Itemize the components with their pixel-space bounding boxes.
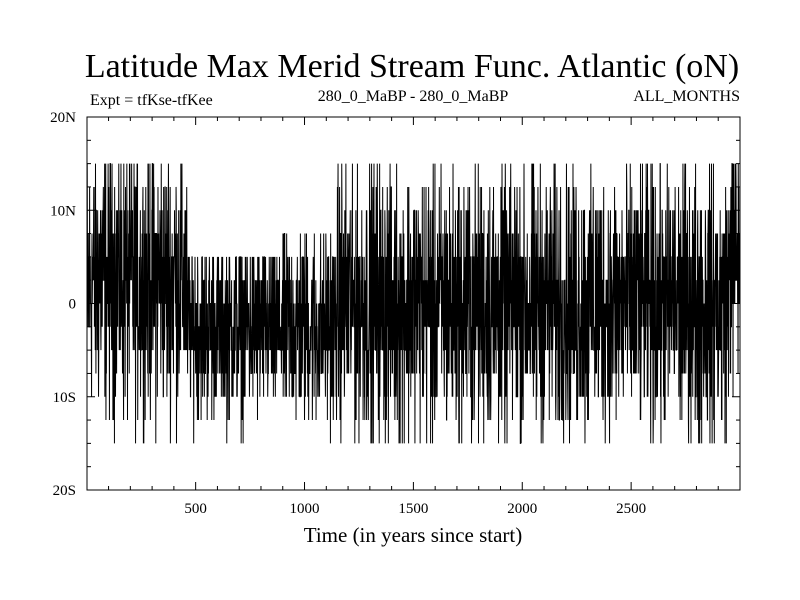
x-tick-label: 500 xyxy=(184,501,207,517)
chart-title: Latitude Max Merid Stream Func. Atlantic… xyxy=(85,48,739,85)
y-tick-label: 0 xyxy=(69,297,77,313)
plot-frame xyxy=(86,116,741,491)
y-tick-label: 10N xyxy=(50,203,76,219)
x-tick-label: 1500 xyxy=(398,501,428,517)
x-tick-label: 2000 xyxy=(507,501,537,517)
subtitle-right: ALL_MONTHS xyxy=(633,88,740,105)
x-tick-label: 1000 xyxy=(290,501,320,517)
data-series xyxy=(86,163,741,444)
x-axis-label: Time (in years since start) xyxy=(304,523,523,547)
subtitle-center: 280_0_MaBP - 280_0_MaBP xyxy=(318,88,509,105)
subtitle-left: Expt = tfKse-tfKee xyxy=(90,92,213,109)
y-tick-label: 20N xyxy=(50,110,76,126)
y-tick-label: 20S xyxy=(53,483,76,499)
series-line xyxy=(86,163,741,444)
tick-labels: 500 1000 1500 2000 2500 20N 10N 0 10S 20S xyxy=(50,110,646,517)
y-tick-label: 10S xyxy=(53,390,76,406)
x-tick-label: 2500 xyxy=(616,501,646,517)
axis-ticks xyxy=(87,117,740,490)
